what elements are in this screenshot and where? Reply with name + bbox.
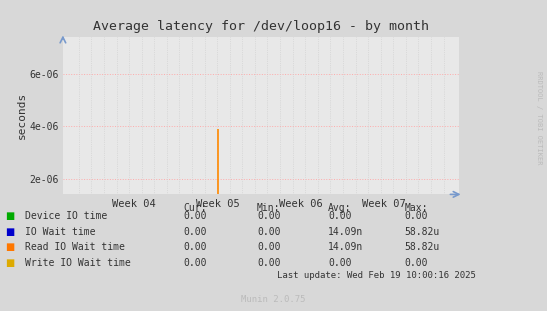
Text: 0.00: 0.00 [183, 258, 207, 268]
Text: IO Wait time: IO Wait time [25, 227, 95, 237]
Text: ■: ■ [5, 258, 15, 268]
Text: Device IO time: Device IO time [25, 211, 107, 221]
Text: 0.00: 0.00 [405, 211, 428, 221]
Text: 0.00: 0.00 [257, 211, 281, 221]
Text: 14.09n: 14.09n [328, 242, 363, 252]
Text: Munin 2.0.75: Munin 2.0.75 [241, 295, 306, 304]
Text: Cur:: Cur: [183, 203, 207, 213]
Text: Read IO Wait time: Read IO Wait time [25, 242, 125, 252]
Text: RRDTOOL / TOBI OETIKER: RRDTOOL / TOBI OETIKER [536, 72, 542, 165]
Text: 0.00: 0.00 [183, 211, 207, 221]
Text: Max:: Max: [405, 203, 428, 213]
Text: Avg:: Avg: [328, 203, 352, 213]
Text: 14.09n: 14.09n [328, 227, 363, 237]
Text: Min:: Min: [257, 203, 281, 213]
Text: 0.00: 0.00 [257, 227, 281, 237]
Text: ■: ■ [5, 227, 15, 237]
Text: ■: ■ [5, 242, 15, 252]
Text: 58.82u: 58.82u [405, 227, 440, 237]
Text: 0.00: 0.00 [328, 258, 352, 268]
Y-axis label: seconds: seconds [16, 92, 27, 139]
Text: 0.00: 0.00 [405, 258, 428, 268]
Title: Average latency for /dev/loop16 - by month: Average latency for /dev/loop16 - by mon… [93, 21, 429, 33]
Text: Write IO Wait time: Write IO Wait time [25, 258, 130, 268]
Text: ■: ■ [5, 211, 15, 221]
Text: 58.82u: 58.82u [405, 242, 440, 252]
Text: 0.00: 0.00 [328, 211, 352, 221]
Text: Last update: Wed Feb 19 10:00:16 2025: Last update: Wed Feb 19 10:00:16 2025 [277, 271, 476, 280]
Text: 0.00: 0.00 [257, 242, 281, 252]
Text: 0.00: 0.00 [183, 242, 207, 252]
Text: 0.00: 0.00 [183, 227, 207, 237]
Text: 0.00: 0.00 [257, 258, 281, 268]
